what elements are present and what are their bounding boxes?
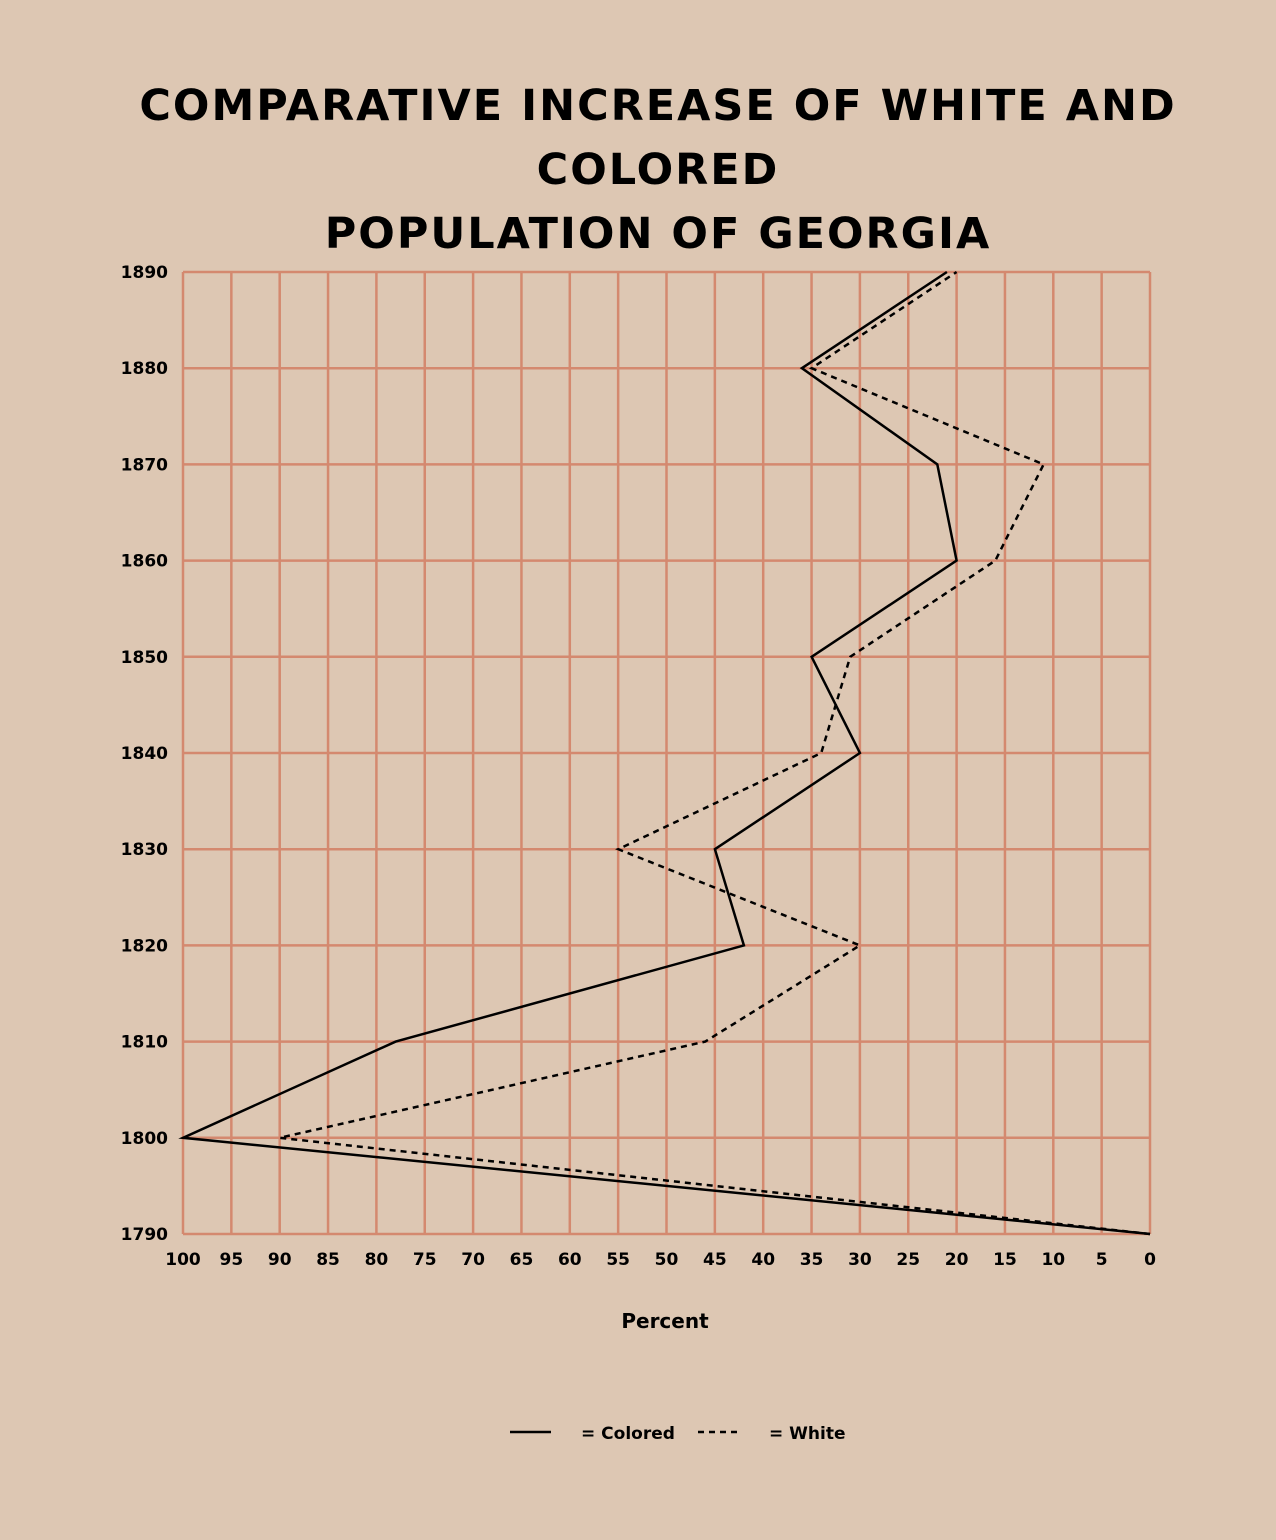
- series-line-white: [279, 270, 1151, 1236]
- x-tick-label: 0: [1144, 1250, 1156, 1270]
- x-tick-label: 35: [800, 1250, 824, 1270]
- grid: [181, 270, 1152, 1236]
- x-tick-label: 100: [165, 1250, 201, 1270]
- x-tick-label: 95: [220, 1250, 244, 1270]
- x-tick-label: 85: [316, 1250, 340, 1270]
- x-tick-label: 90: [268, 1250, 292, 1270]
- y-tick-label: 1810: [121, 1033, 168, 1053]
- x-tick-label: 45: [703, 1250, 727, 1270]
- x-tick-label: 30: [848, 1250, 872, 1270]
- x-tick-label: 55: [606, 1250, 630, 1270]
- legend-label-colored: = Colored: [581, 1424, 675, 1444]
- y-tick-label: 1850: [121, 648, 168, 668]
- x-axis-ticks: 100 95 90 85 80 75 70 65 60 55 50 45 40 35 30 25 20 15 10 5…: [165, 1250, 1156, 1270]
- chart-title-line-1: COMPARATIVE INCREASE OF WHITE AND COLORE…: [139, 81, 1177, 195]
- x-tick-label: 10: [1041, 1250, 1065, 1270]
- y-tick-label: 1880: [121, 359, 168, 379]
- legend: = Colored = White: [510, 1424, 846, 1444]
- x-axis-title: Percent: [621, 1309, 709, 1333]
- series-line-colored: [178, 270, 1151, 1236]
- x-tick-label: 40: [751, 1250, 775, 1270]
- series-lines: [178, 270, 1151, 1236]
- y-tick-label: 1790: [121, 1225, 168, 1245]
- y-tick-label: 1820: [121, 936, 168, 956]
- x-tick-label: 60: [558, 1250, 582, 1270]
- y-tick-label: 1890: [121, 263, 168, 283]
- x-tick-label: 15: [993, 1250, 1017, 1270]
- x-tick-label: 50: [655, 1250, 679, 1270]
- x-tick-label: 75: [413, 1250, 437, 1270]
- y-axis-ticks: 1790 1800 1810 1820 1830 1840 1850 1860 1870 1880…: [121, 263, 168, 1245]
- y-tick-label: 1870: [121, 455, 168, 475]
- chart-title: COMPARATIVE INCREASE OF WHITE AND COLORE…: [40, 74, 1276, 266]
- x-tick-label: 20: [945, 1250, 969, 1270]
- x-tick-label: 5: [1096, 1250, 1108, 1270]
- chart-title-line-2: POPULATION OF GEORGIA: [324, 209, 992, 259]
- x-tick-label: 65: [510, 1250, 534, 1270]
- y-tick-label: 1830: [121, 840, 168, 860]
- x-tick-label: 80: [365, 1250, 389, 1270]
- y-tick-label: 1860: [121, 552, 168, 572]
- x-tick-label: 70: [461, 1250, 485, 1270]
- legend-label-white: = White: [769, 1424, 846, 1444]
- x-tick-label: 25: [896, 1250, 920, 1270]
- y-tick-label: 1800: [121, 1129, 168, 1149]
- y-tick-label: 1840: [121, 744, 168, 764]
